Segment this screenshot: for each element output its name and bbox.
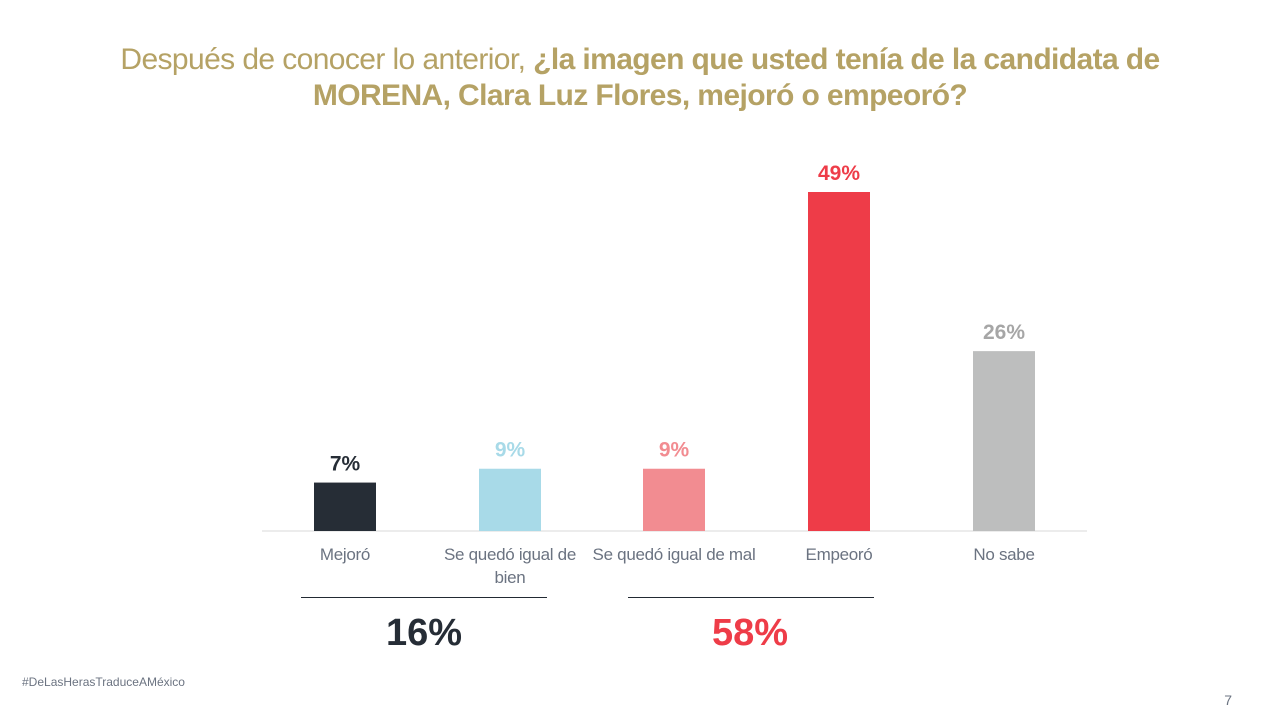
category-label-4: No sabe — [973, 545, 1035, 564]
bar-value-label-2: 9% — [659, 439, 690, 462]
category-label-2: Se quedó igual de mal — [592, 545, 756, 564]
title-normal: Después de conocer lo anterior, — [120, 43, 534, 76]
bar-value-label-4: 26% — [983, 321, 1025, 344]
bar-4 — [973, 351, 1035, 531]
bar-value-label-3: 49% — [818, 162, 860, 185]
chart-title: Después de conocer lo anterior, ¿la imag… — [80, 42, 1200, 114]
bar-0 — [314, 482, 376, 531]
title-bold: ¿la imagen que usted tenía de la candida… — [312, 43, 1160, 112]
category-label-1: Se quedó igual de bien — [444, 545, 576, 587]
bars-group: 7% 9% 9% 49% 26% — [314, 162, 1035, 531]
group-line-positive — [301, 597, 547, 598]
bar-value-label-1: 9% — [495, 439, 526, 462]
category-label-3: Empeoró — [805, 545, 873, 564]
bar-value-label-0: 7% — [330, 453, 361, 476]
category-label-0: Mejoró — [319, 545, 371, 564]
bar-3 — [808, 192, 870, 531]
bar-1 — [479, 468, 541, 531]
group-total-negative: 58% — [711, 612, 789, 654]
page-number: 7 — [1224, 692, 1232, 708]
hashtag-footer: #DeLasHerasTraduceAMéxico — [22, 675, 185, 689]
group-total-positive: 16% — [385, 612, 463, 654]
bar-2 — [643, 468, 705, 531]
group-line-negative — [628, 597, 874, 598]
